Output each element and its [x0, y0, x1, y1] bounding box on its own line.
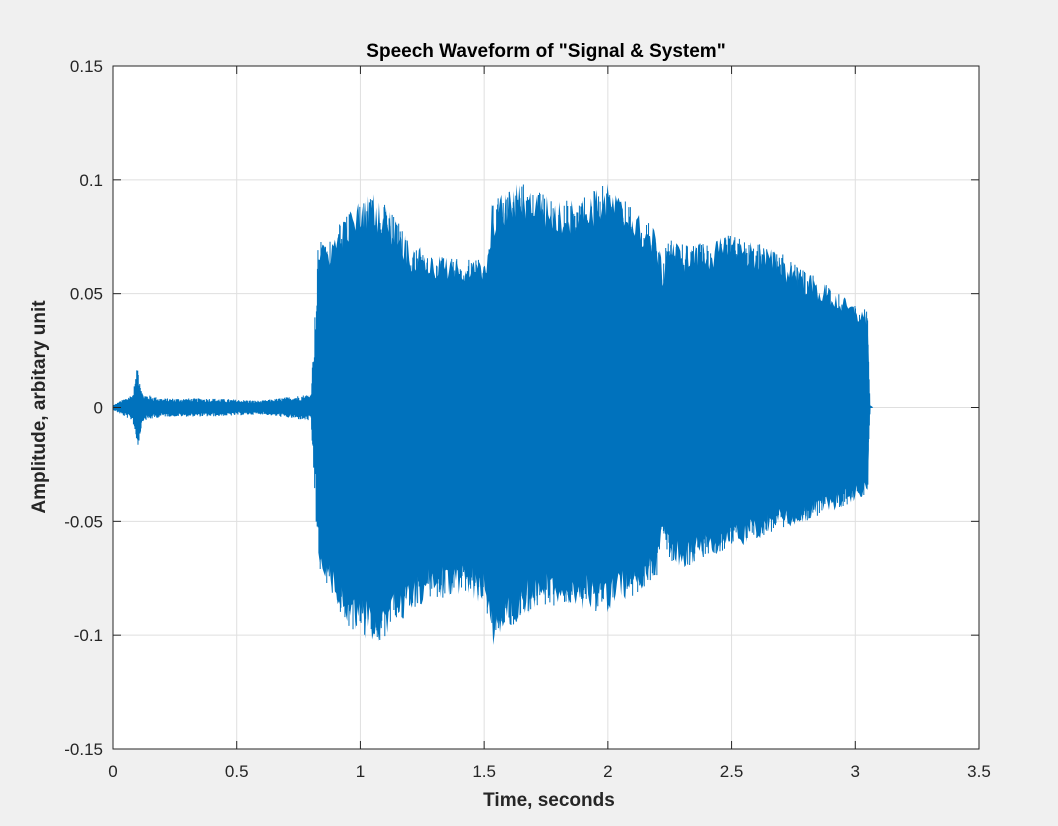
y-tick-label: 0	[94, 399, 103, 418]
x-tick-label: 0	[108, 762, 117, 781]
x-tick-label: 2.5	[720, 762, 744, 781]
chart-title: Speech Waveform of "Signal & System"	[366, 41, 725, 62]
axis-ticks: 0 0.5 1 1.5 2 2.5 3 3.5 -0.15 -0.1 -0.05 0 0.05 0.1 0.…	[64, 57, 991, 781]
y-tick-label: 0.1	[79, 171, 103, 190]
x-tick-label: 1.5	[472, 762, 496, 781]
waveform-envelope-fill	[318, 183, 869, 645]
y-tick-label: -0.1	[74, 626, 103, 645]
x-tick-label: 2	[603, 762, 612, 781]
x-tick-label: 0.5	[225, 762, 249, 781]
y-tick-label: -0.15	[64, 740, 103, 759]
x-tick-label: 3.5	[967, 762, 991, 781]
x-axis-label: Time, seconds	[483, 790, 615, 811]
y-tick-label: 0.05	[70, 285, 103, 304]
y-axis-label: Amplitude, arbitary unit	[29, 300, 50, 514]
y-tick-label: -0.05	[64, 512, 103, 531]
x-tick-label: 1	[356, 762, 365, 781]
waveform-series	[112, 183, 873, 645]
x-tick-label: 3	[851, 762, 860, 781]
y-tick-label: 0.15	[70, 57, 103, 76]
